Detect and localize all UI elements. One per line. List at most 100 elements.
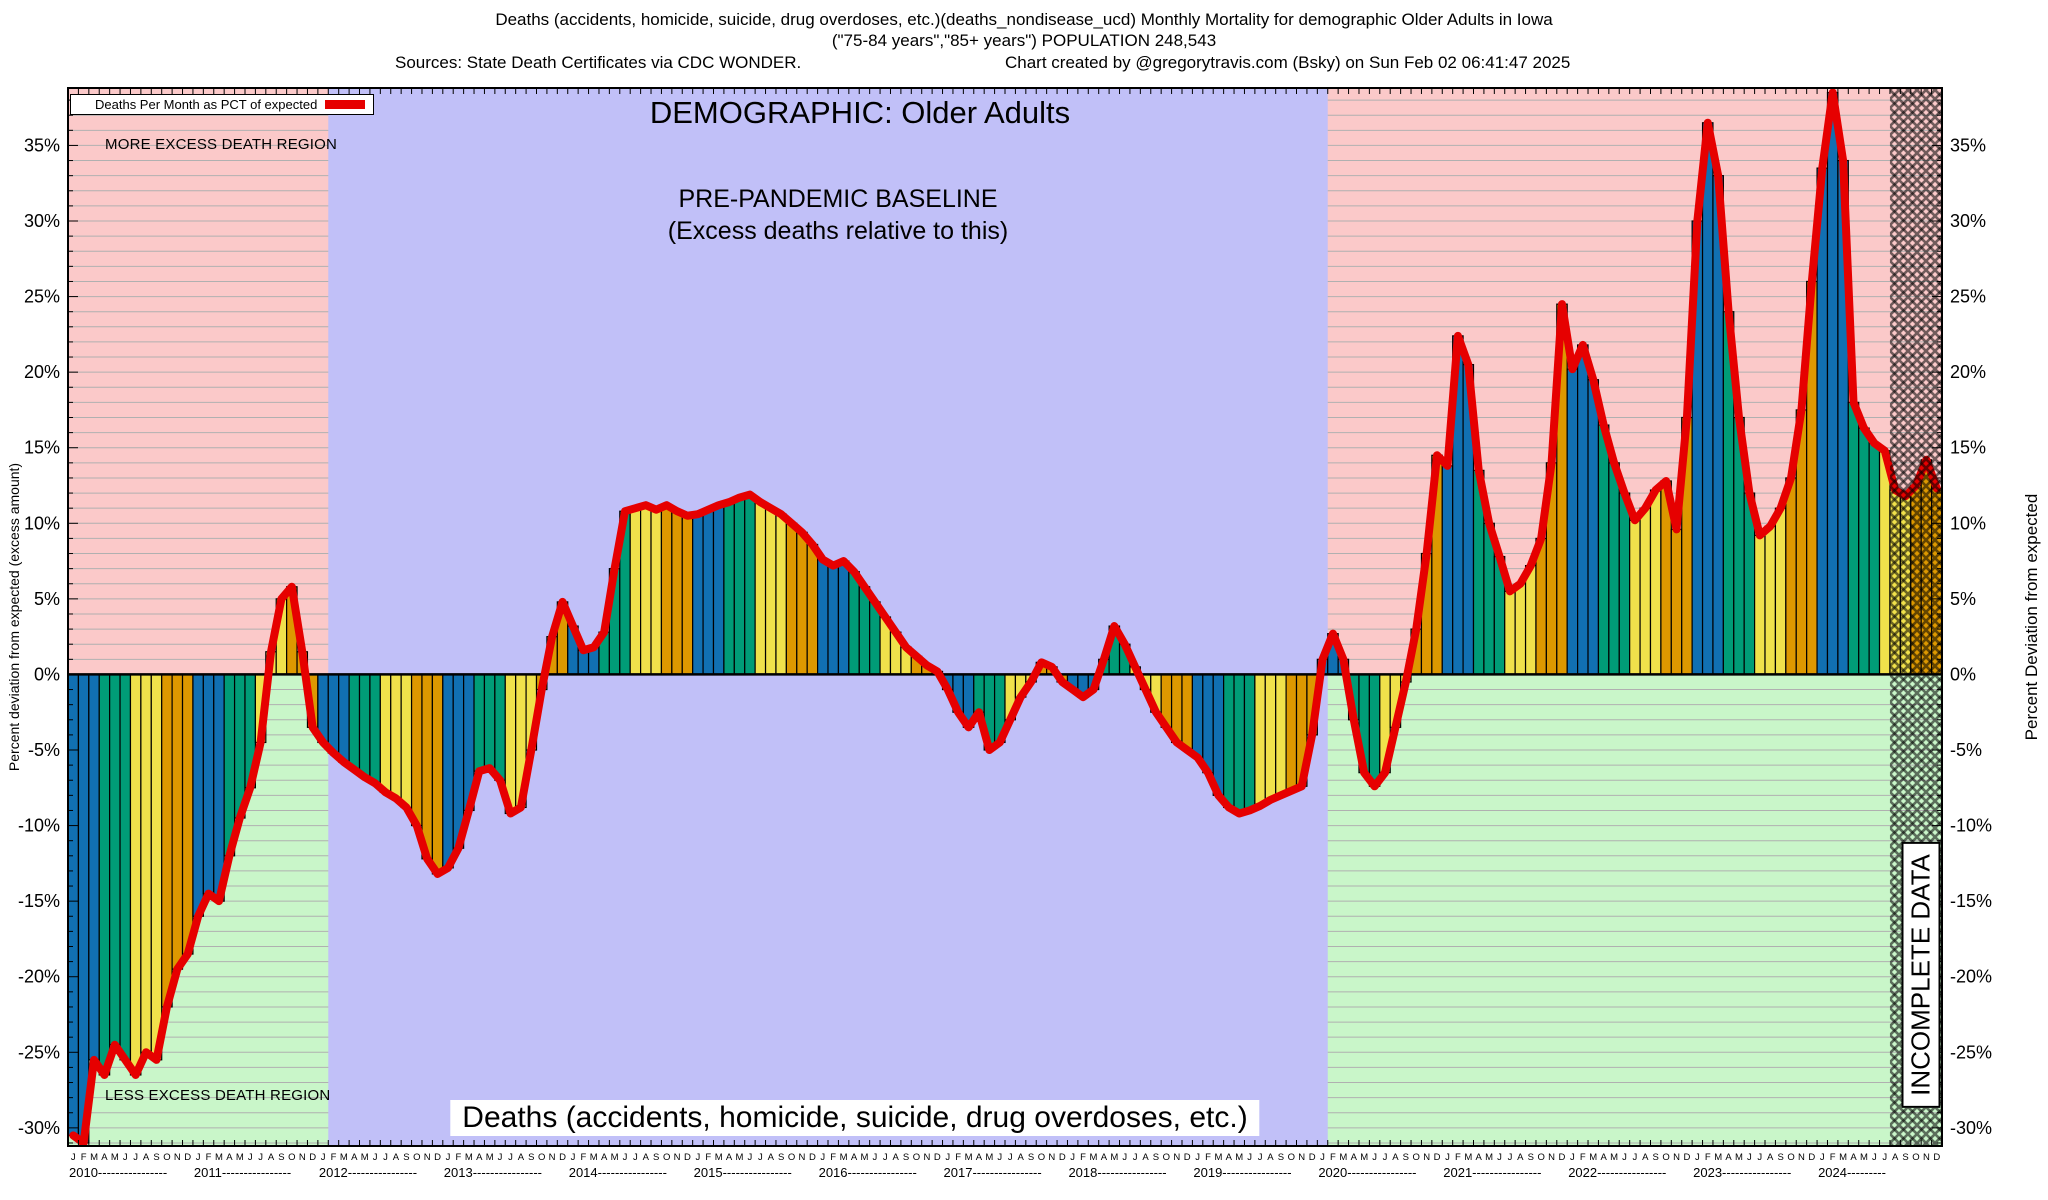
x-axis-month-letter: J — [508, 1152, 513, 1163]
x-axis-month-letter: O — [1787, 1152, 1794, 1163]
month-bar — [88, 673, 100, 1061]
month-bar — [140, 673, 152, 1053]
x-axis-month-letter: J — [1320, 1152, 1325, 1163]
x-axis-month-letter: F — [1830, 1152, 1836, 1163]
x-axis-month-letter: J — [1570, 1152, 1575, 1163]
month-bar — [1368, 673, 1381, 787]
x-axis-month-letter: M — [340, 1152, 348, 1163]
month-bar — [764, 507, 777, 676]
y-axis-label-left: -25% — [18, 1042, 60, 1062]
x-axis-month-letter: M — [985, 1152, 993, 1163]
y-axis-label-right: -10% — [1950, 816, 1992, 836]
right-axis-title: Percent Deviation from expected — [2022, 493, 2041, 741]
month-bar — [473, 673, 486, 772]
x-axis-month-letter: D — [1434, 1152, 1441, 1163]
x-axis-month-letter: J — [383, 1152, 388, 1163]
x-axis-month-letter: A — [1226, 1152, 1233, 1163]
x-axis-month-letter: S — [1653, 1152, 1659, 1163]
x-axis-month-letter: J — [1008, 1152, 1013, 1163]
x-axis-month-letter: A — [601, 1152, 608, 1163]
x-axis-month-letter: J — [945, 1152, 950, 1163]
x-axis-month-letter: S — [1902, 1152, 1908, 1163]
month-bar — [77, 673, 90, 1144]
month-bar — [1285, 673, 1298, 792]
x-axis-month-letter: M — [1339, 1152, 1347, 1163]
y-axis-label-left: 20% — [24, 362, 60, 382]
x-axis-month-letter: F — [1080, 1152, 1086, 1163]
x-axis-month-letter: N — [424, 1152, 431, 1163]
x-axis-month-letter: S — [653, 1152, 659, 1163]
x-axis-month-letter: M — [1839, 1152, 1847, 1163]
x-axis-year-label: 2019---------------- — [1193, 1165, 1291, 1180]
x-axis-month-letter: F — [1580, 1152, 1586, 1163]
x-axis-month-letter: A — [518, 1152, 525, 1163]
x-axis-month-letter: J — [1747, 1152, 1752, 1163]
x-axis-month-letter: J — [1497, 1152, 1502, 1163]
month-bar — [1202, 673, 1214, 774]
month-bar — [421, 673, 433, 860]
x-axis-month-letter: J — [248, 1152, 253, 1163]
legend-red-line-swatch — [325, 100, 366, 109]
x-axis-month-letter: S — [778, 1152, 784, 1163]
month-bar — [379, 673, 392, 793]
x-axis-month-letter: A — [1517, 1152, 1524, 1163]
x-axis-month-letter: D — [184, 1152, 191, 1163]
x-axis-month-letter: M — [1110, 1152, 1118, 1163]
y-axis-label-left: -5% — [28, 740, 60, 760]
x-axis-month-letter: N — [674, 1152, 681, 1163]
x-axis-month-letter: M — [361, 1152, 369, 1163]
month-bar — [1639, 507, 1652, 676]
month-bar — [1577, 344, 1589, 676]
x-axis-month-letter: J — [1882, 1152, 1887, 1163]
month-bar — [202, 673, 215, 895]
x-axis-month-letter: J — [872, 1152, 877, 1163]
month-bar — [410, 673, 423, 827]
x-axis-month-letter: M — [465, 1152, 473, 1163]
x-axis-month-letter: A — [1267, 1152, 1274, 1163]
x-axis-month-letter: N — [1923, 1152, 1930, 1163]
x-axis-year-label: 2022---------------- — [1568, 1165, 1666, 1180]
x-axis-year-label: 2010---------------- — [69, 1165, 167, 1180]
month-bar — [1649, 489, 1662, 676]
x-axis-month-letter: J — [258, 1152, 263, 1163]
y-axis-label-right: 0% — [1950, 664, 1976, 684]
month-bar — [712, 504, 725, 676]
x-axis-month-letter: S — [1403, 1152, 1409, 1163]
month-bar — [1670, 528, 1683, 676]
x-axis-month-letter: A — [351, 1152, 358, 1163]
x-axis-month-letter: O — [288, 1152, 295, 1163]
x-axis-month-letter: S — [1278, 1152, 1284, 1163]
x-axis-month-letter: M — [860, 1152, 868, 1163]
x-axis-month-letter: N — [923, 1152, 930, 1163]
x-axis-month-letter: J — [1133, 1152, 1138, 1163]
x-axis-month-letter: N — [1673, 1152, 1680, 1163]
x-axis-month-letter: N — [1298, 1152, 1305, 1163]
x-axis-month-letter: J — [883, 1152, 888, 1163]
month-bar — [692, 513, 704, 676]
x-axis-month-letter: D — [1309, 1152, 1316, 1163]
month-bar — [733, 496, 746, 676]
x-axis-year-label: 2024--------- — [1818, 1165, 1886, 1180]
x-axis-month-letter: F — [580, 1152, 586, 1163]
month-bar — [1275, 673, 1287, 796]
x-axis-month-letter: A — [1892, 1152, 1899, 1163]
x-axis-month-letter: A — [393, 1152, 400, 1163]
month-bar — [1774, 507, 1787, 676]
x-axis-month-letter: A — [768, 1152, 775, 1163]
month-bar — [775, 513, 787, 676]
x-axis-month-letter: N — [1548, 1152, 1555, 1163]
x-axis-month-letter: D — [684, 1152, 691, 1163]
month-bar — [129, 673, 142, 1076]
month-bar — [806, 543, 819, 676]
x-axis-month-letter: S — [1153, 1152, 1159, 1163]
x-axis-month-letter: D — [309, 1152, 316, 1163]
month-bar — [702, 509, 715, 676]
month-bar — [858, 586, 871, 676]
month-bar — [431, 673, 444, 875]
x-axis-month-letter: A — [1725, 1152, 1732, 1163]
month-bar — [1629, 519, 1641, 676]
x-axis-month-letter: D — [1184, 1152, 1191, 1163]
x-axis-month-letter: A — [1642, 1152, 1649, 1163]
x-axis-month-letter: O — [1537, 1152, 1544, 1163]
